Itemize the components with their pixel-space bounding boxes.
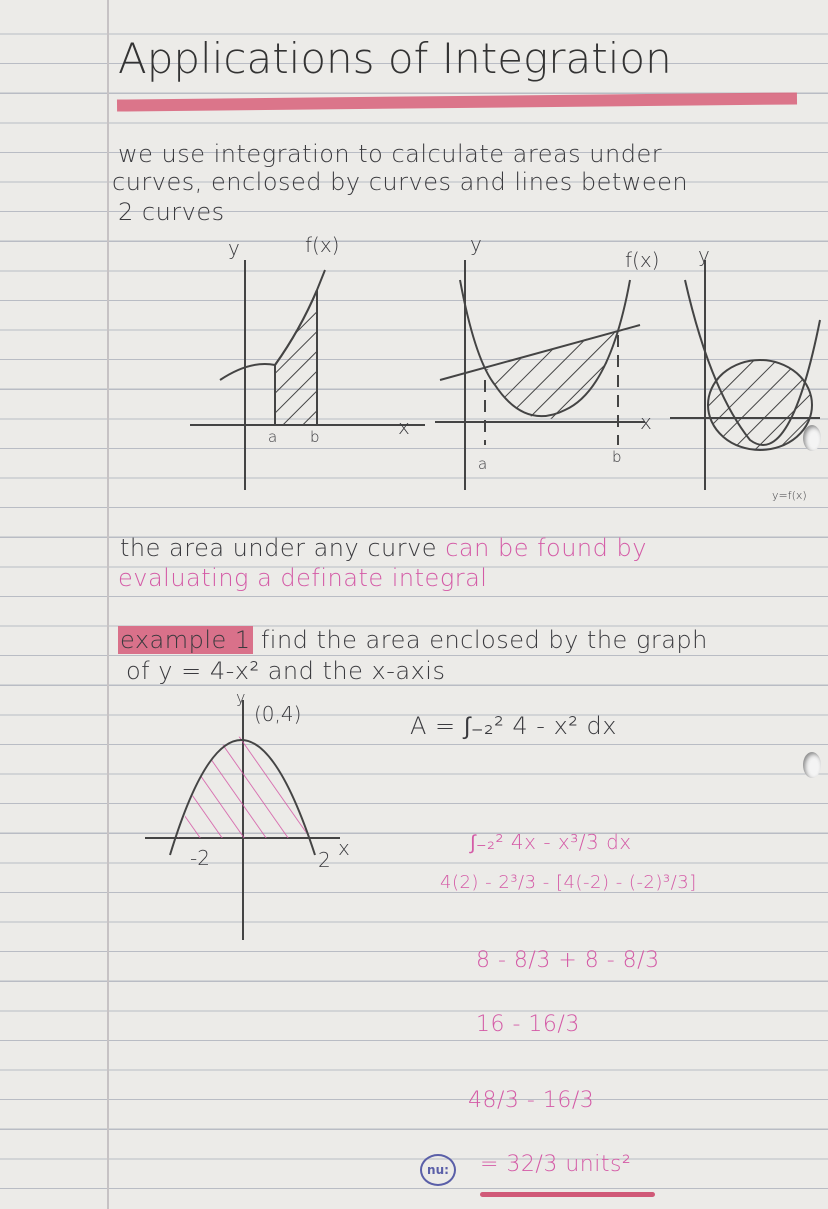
statement-pink: can be found by (445, 534, 647, 562)
curve-label: y=f(x) (772, 489, 807, 502)
working-step: 16 - 16/3 (476, 1012, 580, 1037)
working-step: A = ∫₋₂² 4 - x² dx (410, 712, 617, 740)
graph-parabola (145, 700, 340, 940)
bound-a: a (268, 428, 278, 446)
bound-a: a (478, 455, 488, 473)
bound-b: b (612, 448, 622, 466)
example-line-2: of y = 4-x² and the x-axis (126, 657, 446, 685)
page-title: Applications of Integration (118, 34, 672, 83)
x-intercept-neg: -2 (190, 846, 210, 870)
intro-line: 2 curves (118, 198, 225, 226)
axis-label-y: y (236, 688, 246, 707)
example-line: example 1 find the area enclosed by the … (118, 626, 708, 654)
graph-area-under-curve (190, 260, 425, 490)
example-text: find the area enclosed by the graph (260, 626, 708, 654)
statement-line-2: evaluating a definate integral (118, 564, 488, 592)
answer-underline (480, 1192, 655, 1197)
binder-hole (803, 752, 821, 778)
axis-label-y: y (228, 236, 240, 260)
example-label: example 1 (118, 626, 253, 654)
curve-label: f(x) (305, 233, 340, 257)
graph-area-between-curves (435, 260, 645, 490)
working-step: 8 - 8/3 + 8 - 8/3 (476, 948, 660, 973)
curve-label: f(x) (625, 248, 660, 272)
working-step: 4(2) - 2³/3 - [4(-2) - (-2)³/3] (440, 872, 697, 893)
axis-label-x: x (640, 410, 652, 434)
axis-label-y: y (698, 243, 710, 267)
binder-hole (803, 425, 821, 451)
axis-label-x: x (398, 415, 410, 439)
statement-black: the area under any curve (120, 534, 438, 562)
nu-logo: nu: (420, 1154, 456, 1186)
margin-line (107, 0, 109, 1209)
intro-line: we use integration to calculate areas un… (118, 140, 663, 168)
axis-label-x: x (338, 836, 350, 860)
vertex-label: (0,4) (254, 702, 302, 726)
final-answer: = 32/3 units² (480, 1152, 632, 1177)
working-step: ∫₋₂² 4x - x³/3 dx (470, 830, 632, 854)
x-intercept-pos: 2 (318, 848, 331, 872)
bound-b: b (310, 428, 320, 446)
statement-line: the area under any curve can be found by (120, 534, 647, 562)
working-step: 48/3 - 16/3 (468, 1088, 595, 1113)
graph-two-curves (670, 260, 821, 490)
axis-label-y: y (470, 232, 482, 256)
intro-line: curves, enclosed by curves and lines bet… (112, 168, 689, 196)
